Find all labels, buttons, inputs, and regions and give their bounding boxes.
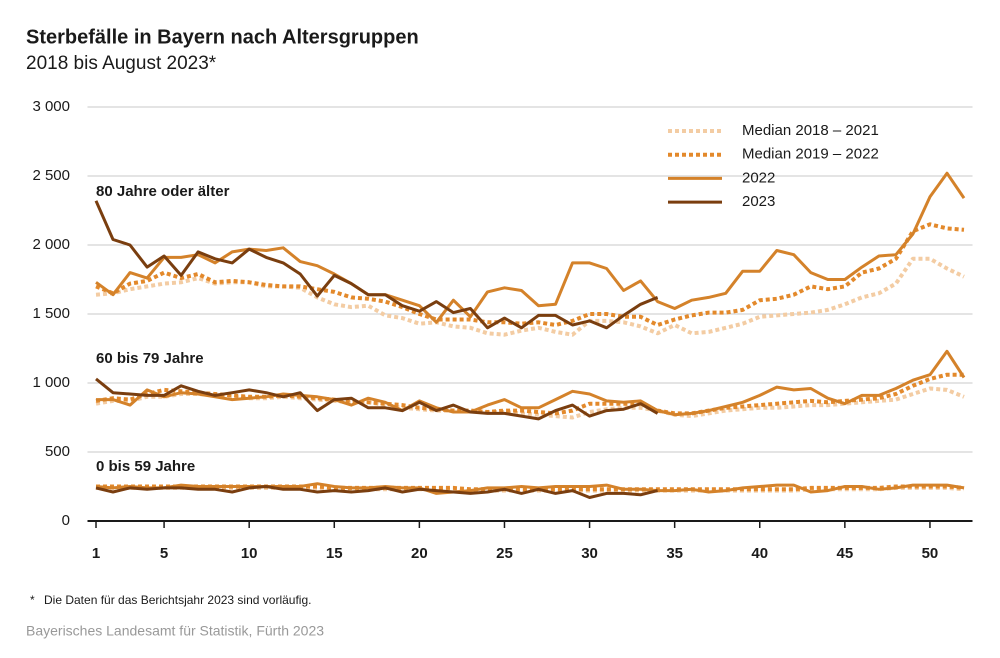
series-line bbox=[95, 171, 966, 324]
x-tick-label: 40 bbox=[751, 545, 768, 562]
group-label: 80 Jahre oder älter bbox=[96, 183, 230, 200]
y-tick-label: 1 500 bbox=[32, 305, 70, 322]
x-tick-label: 1 bbox=[92, 545, 100, 562]
series-line bbox=[96, 484, 965, 492]
x-tick-label: 10 bbox=[241, 545, 258, 562]
legend-label: 2022 bbox=[742, 169, 775, 186]
y-tick-label: 3 000 bbox=[32, 98, 70, 115]
x-tick-label: 20 bbox=[411, 545, 428, 562]
legend-label: 2023 bbox=[742, 193, 775, 210]
chart-subtitle: 2018 bis August 2023* bbox=[26, 53, 217, 74]
group-label: 0 bis 59 Jahre bbox=[96, 458, 195, 475]
legend-label: Median 2018 – 2021 bbox=[742, 122, 879, 139]
x-tick-label: 50 bbox=[922, 545, 939, 562]
y-tick-label: 2 500 bbox=[32, 167, 70, 184]
group-label: 60 bis 79 Jahre bbox=[96, 350, 204, 367]
series-line bbox=[95, 485, 658, 499]
y-tick-label: 1 000 bbox=[32, 374, 70, 391]
series-line bbox=[95, 377, 659, 421]
y-tick-label: 2 000 bbox=[32, 236, 70, 253]
x-tick-label: 5 bbox=[160, 545, 168, 562]
series-line bbox=[95, 482, 965, 495]
x-tick-label: 30 bbox=[581, 545, 598, 562]
chart-title: Sterbefälle in Bayern nach Altersgruppen bbox=[26, 26, 419, 48]
x-tick-label: 15 bbox=[326, 545, 343, 562]
legend-label: Median 2019 – 2022 bbox=[742, 146, 879, 163]
x-tick-label: 45 bbox=[837, 545, 854, 562]
series-line bbox=[96, 349, 966, 417]
footnote-mark: * bbox=[30, 593, 35, 607]
series-line bbox=[95, 386, 965, 420]
series-line bbox=[94, 200, 659, 330]
y-tick-label: 0 bbox=[62, 512, 70, 529]
series-line bbox=[95, 372, 964, 416]
x-tick-label: 25 bbox=[496, 545, 513, 562]
footnote: Die Daten für das Berichtsjahr 2023 sind… bbox=[44, 593, 311, 607]
y-tick-label: 500 bbox=[45, 443, 70, 460]
x-tick-label: 35 bbox=[666, 545, 683, 562]
source: Bayerisches Landesamt für Statistik, Für… bbox=[26, 623, 324, 639]
